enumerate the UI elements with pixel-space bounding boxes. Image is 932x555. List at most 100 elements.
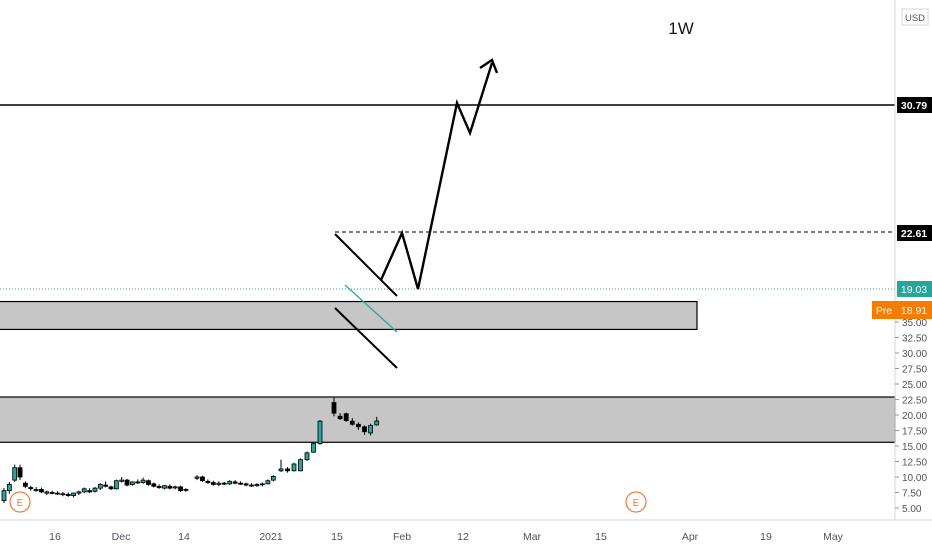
candle[interactable] <box>172 485 178 490</box>
candle[interactable] <box>162 485 167 490</box>
x-tick-label: 15 <box>331 531 343 543</box>
candle[interactable] <box>140 477 146 484</box>
candle[interactable] <box>194 475 200 481</box>
candle[interactable] <box>259 482 265 487</box>
candle[interactable] <box>298 458 303 472</box>
candle[interactable] <box>119 477 125 483</box>
candle[interactable] <box>317 419 323 445</box>
candle[interactable] <box>60 491 66 497</box>
candle[interactable] <box>97 483 103 491</box>
candle[interactable] <box>243 482 249 487</box>
level-breakout-value: 22.61 <box>901 228 927 240</box>
candle[interactable] <box>81 487 87 494</box>
candle[interactable] <box>146 479 151 486</box>
candle[interactable] <box>6 481 12 494</box>
timeframe-label: 1W <box>668 19 694 38</box>
x-tick-label: Dec <box>112 531 131 543</box>
candle[interactable] <box>135 479 141 484</box>
flag-midline <box>344 284 398 333</box>
flag-channel-bottom <box>334 307 398 369</box>
candle[interactable] <box>343 412 349 422</box>
level-high-value: 30.79 <box>901 100 927 112</box>
y-tick-label: 12.50 <box>902 458 927 469</box>
y-tick-label: 10.00 <box>902 473 927 484</box>
candle[interactable] <box>374 416 380 426</box>
candle[interactable] <box>227 480 233 486</box>
earnings-marker-1-label: E <box>17 498 24 509</box>
candle[interactable] <box>55 491 60 495</box>
earnings-marker-1[interactable]: E <box>9 491 31 513</box>
x-tick-label: Apr <box>682 531 699 543</box>
premarket-tag: Pre <box>876 305 893 317</box>
candle[interactable] <box>265 479 271 485</box>
candle[interactable] <box>87 488 92 494</box>
price-axis[interactable]: 5.00 7.50 10.00 12.50 15.00 17.50 20.00 22.50 25… <box>895 303 927 516</box>
candle[interactable] <box>254 483 260 487</box>
y-tick-label: 22.50 <box>902 396 927 407</box>
level-breakout-label: 22.61 <box>897 225 932 241</box>
time-axis[interactable]: 16 Dec 14 2021 15 Feb 12 Mar 15 Apr 19 May <box>49 531 844 543</box>
candle[interactable] <box>103 481 109 488</box>
candle[interactable] <box>124 478 130 487</box>
candle[interactable] <box>1 488 7 504</box>
y-tick-label: 20.00 <box>902 411 927 422</box>
candle[interactable] <box>200 475 205 482</box>
candle[interactable] <box>249 483 254 487</box>
candle[interactable] <box>304 451 310 461</box>
candle[interactable] <box>355 422 361 430</box>
candle[interactable] <box>156 484 162 489</box>
x-tick-label: 2021 <box>259 531 283 543</box>
candle[interactable] <box>22 481 28 489</box>
candle[interactable] <box>92 486 98 493</box>
candle[interactable] <box>178 485 183 492</box>
y-tick-label: 7.50 <box>902 489 922 500</box>
candle[interactable] <box>108 485 114 491</box>
projection-arrowhead <box>479 58 499 74</box>
candle[interactable] <box>71 492 76 498</box>
candle[interactable] <box>232 480 238 485</box>
candle[interactable] <box>221 481 227 486</box>
candle[interactable] <box>270 475 276 482</box>
x-tick-label: 16 <box>49 531 61 543</box>
currency-box[interactable]: USD <box>901 8 929 26</box>
candle[interactable] <box>183 488 189 492</box>
candle[interactable] <box>368 423 374 436</box>
candle[interactable] <box>349 418 355 426</box>
candle[interactable] <box>291 462 297 472</box>
x-tick-label: Mar <box>523 531 542 543</box>
candle[interactable] <box>39 487 44 494</box>
x-tick-label: 15 <box>595 531 607 543</box>
currency-label: USD <box>905 13 925 24</box>
candle[interactable] <box>17 464 23 481</box>
y-tick-label: 5.00 <box>902 504 922 515</box>
candle[interactable] <box>129 481 135 486</box>
candle[interactable] <box>278 459 284 473</box>
candle[interactable] <box>113 479 119 490</box>
candle[interactable] <box>210 480 216 486</box>
candle[interactable] <box>337 413 343 420</box>
candle[interactable] <box>285 467 290 473</box>
earnings-marker-2[interactable]: E <box>625 491 647 513</box>
x-tick-label: 19 <box>760 531 772 543</box>
candle[interactable] <box>238 481 244 486</box>
candle[interactable] <box>205 479 211 484</box>
candle[interactable] <box>12 464 18 482</box>
level-high-label: 30.79 <box>897 97 932 113</box>
y-tick-label: 35.00 <box>902 318 927 329</box>
y-tick-label: 30.00 <box>902 349 927 360</box>
candle[interactable] <box>167 484 173 490</box>
candle[interactable] <box>311 442 316 453</box>
candle[interactable] <box>33 486 39 492</box>
candle[interactable] <box>44 490 50 495</box>
candle[interactable] <box>331 397 337 417</box>
candle[interactable] <box>49 490 55 495</box>
candle[interactable] <box>28 485 34 491</box>
candle[interactable] <box>76 490 82 495</box>
candle[interactable] <box>216 481 222 487</box>
candle[interactable] <box>362 425 367 435</box>
candle[interactable] <box>151 482 157 488</box>
candle[interactable] <box>65 492 71 497</box>
projection-path <box>379 62 494 290</box>
